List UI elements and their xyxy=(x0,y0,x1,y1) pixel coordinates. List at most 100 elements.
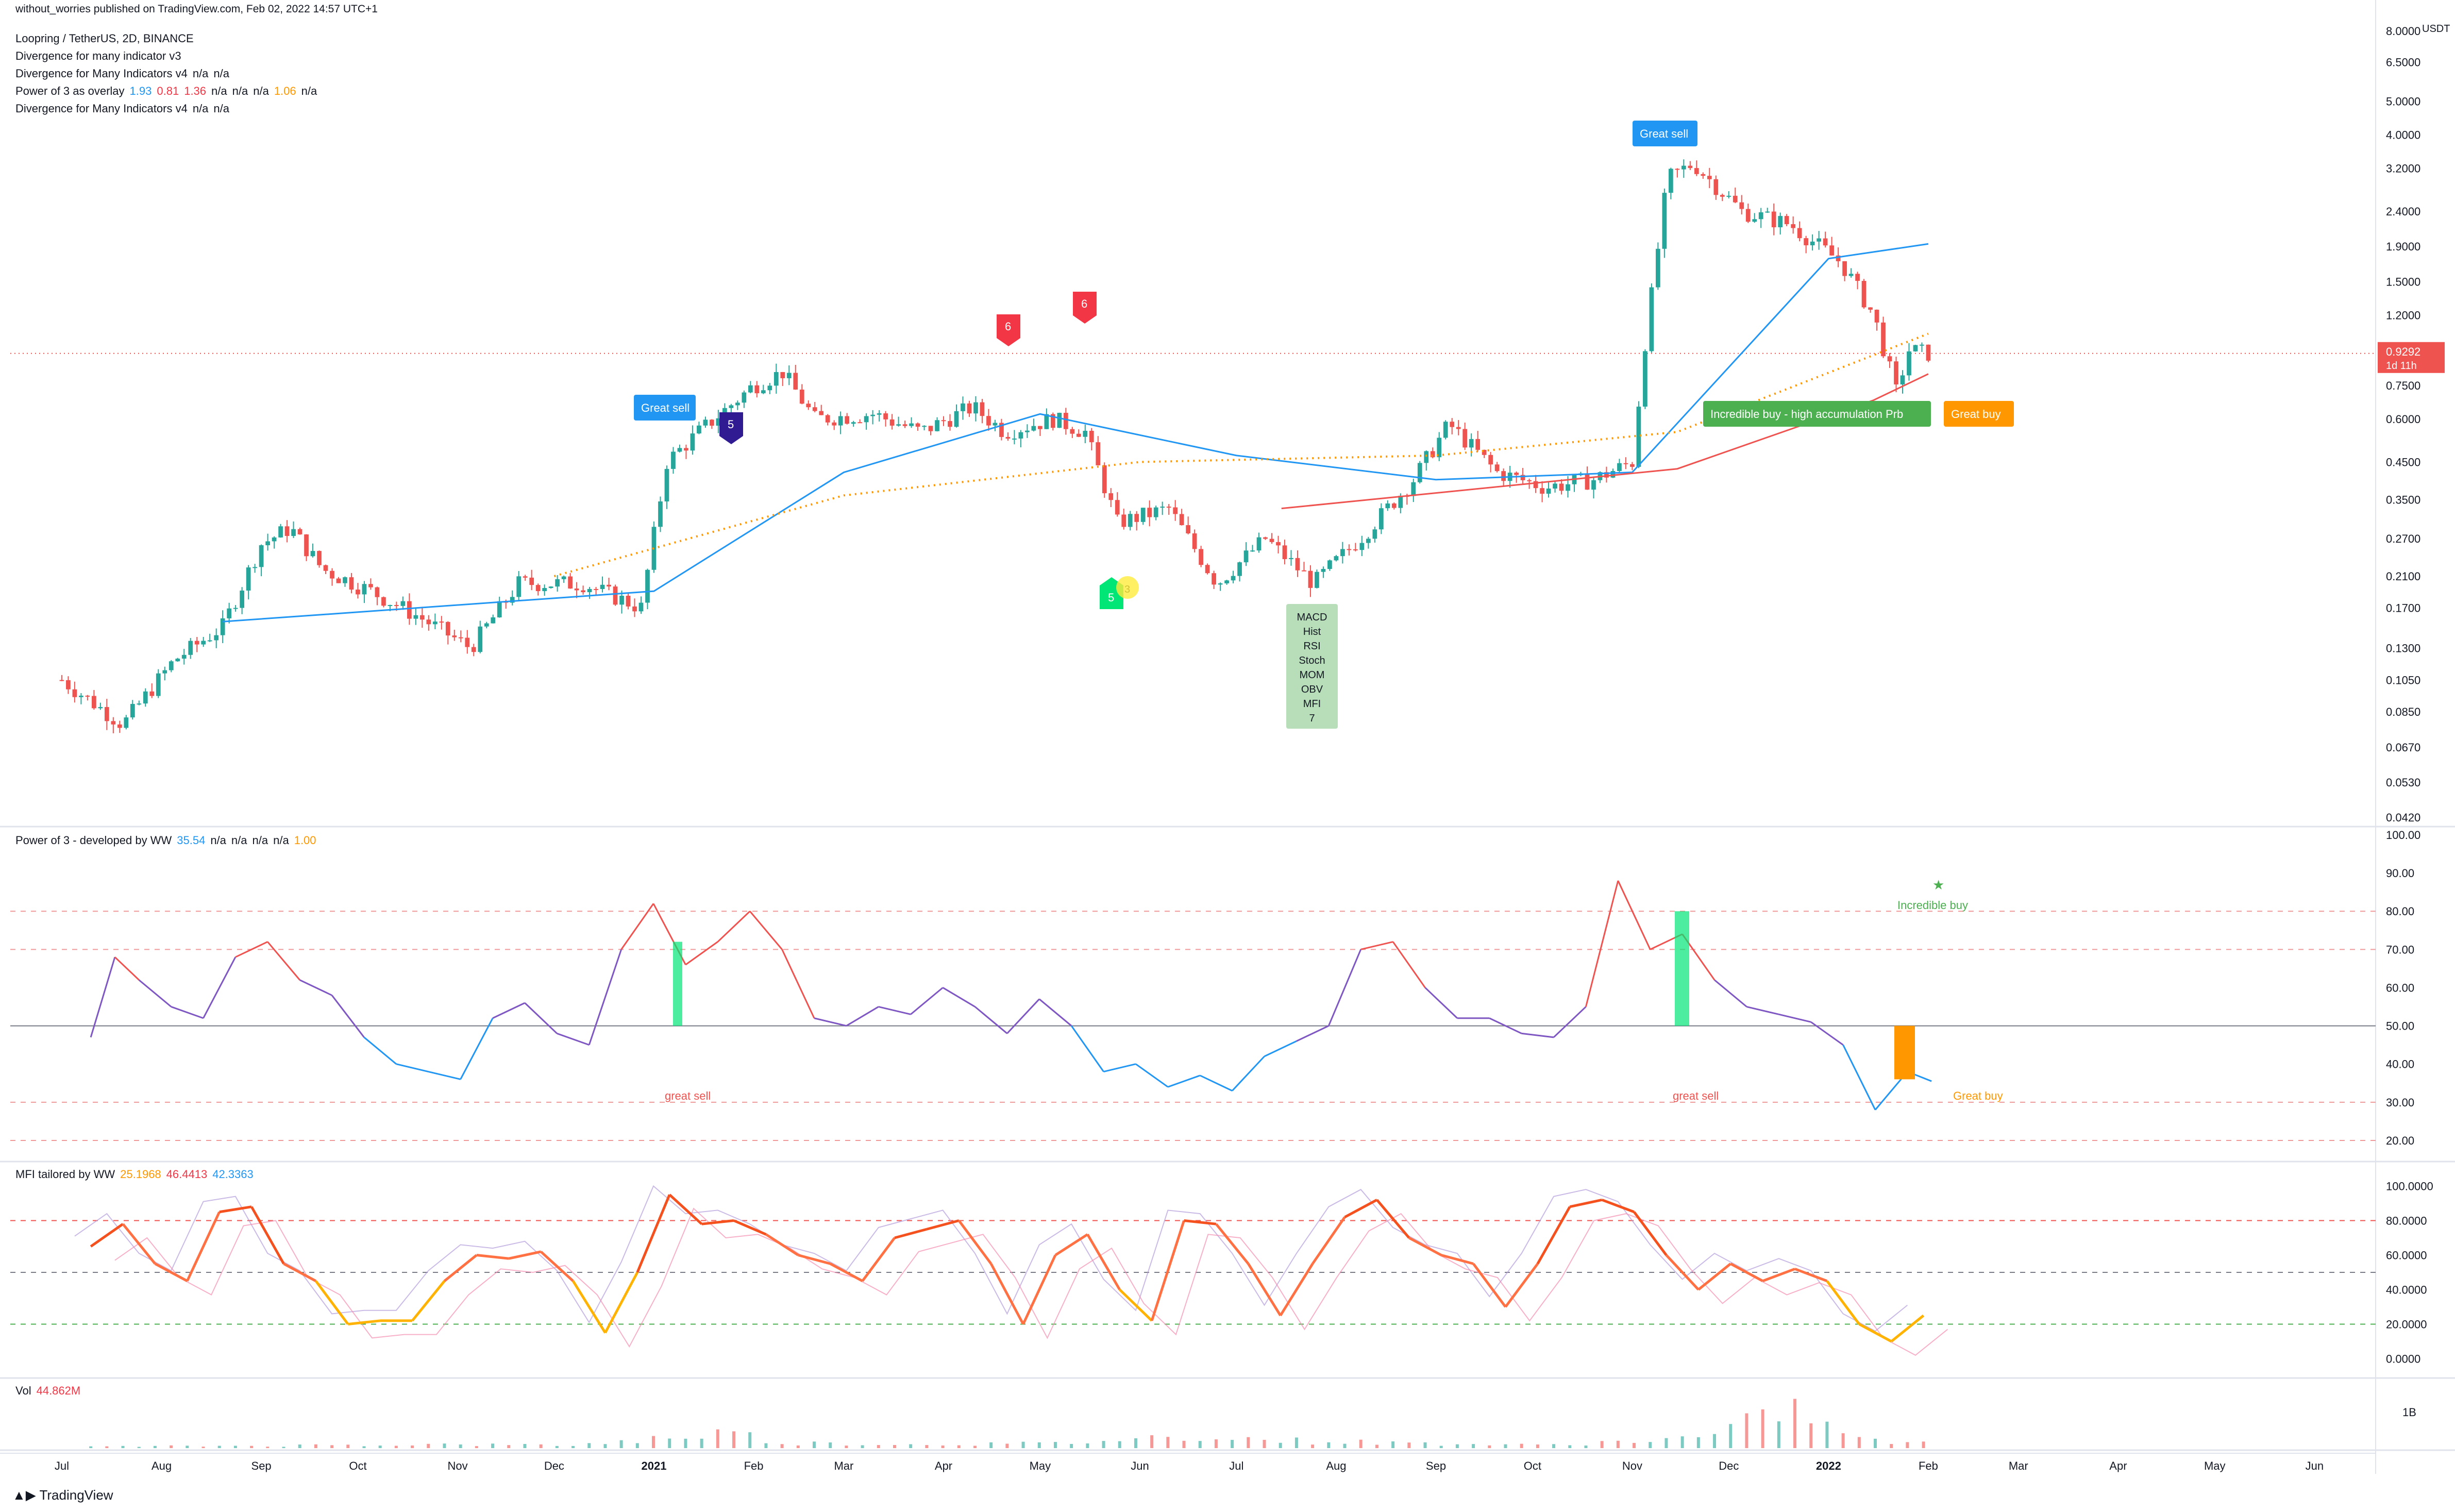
indicator-line[interactable]: Divergence for Many Indicators v4 n/a n/a xyxy=(15,67,234,80)
volume-bar xyxy=(186,1446,189,1448)
volume-bar xyxy=(1311,1444,1315,1448)
candle-body xyxy=(143,691,148,704)
power-line-seg xyxy=(1167,1074,1201,1088)
candle-body xyxy=(748,385,753,393)
candle-body xyxy=(1398,495,1403,508)
power-line-seg xyxy=(203,956,237,1019)
volume-bar xyxy=(1841,1433,1845,1448)
power-bar-green xyxy=(673,942,682,1026)
price-tick: 0.3500 xyxy=(2386,494,2420,507)
candle-body xyxy=(1662,193,1667,249)
mfi-line-seg xyxy=(508,1250,542,1260)
indicator-value: n/a xyxy=(273,834,289,847)
candle-body xyxy=(240,590,245,608)
power-tick: 70.00 xyxy=(2386,943,2414,956)
candle-body xyxy=(954,411,959,427)
power-line-seg xyxy=(942,987,976,1007)
candle-body xyxy=(909,423,914,426)
tradingview-logo[interactable]: ▲▶ TradingView xyxy=(12,1487,113,1503)
candle-body xyxy=(1199,549,1203,565)
power-line-seg xyxy=(1714,979,1747,1007)
marker-5b: 5 xyxy=(1108,591,1114,604)
candle-body xyxy=(1894,361,1898,384)
mfi-line-seg xyxy=(1150,1220,1185,1321)
candle-body xyxy=(690,433,695,451)
power-tick: 90.00 xyxy=(2386,867,2414,880)
candle-body xyxy=(1289,558,1293,559)
candle-body xyxy=(1334,556,1339,561)
candle-body xyxy=(1713,179,1719,195)
volume-bar xyxy=(539,1444,543,1448)
candle-body xyxy=(1630,464,1635,467)
candle-body xyxy=(1469,439,1474,448)
marker-6-flag xyxy=(997,314,1020,338)
volume-bar xyxy=(829,1442,832,1448)
price-tick: 0.0670 xyxy=(2386,741,2420,754)
vol-pane-title[interactable]: Vol 44.862M xyxy=(15,1384,81,1397)
volume-bar xyxy=(973,1446,977,1448)
symbol-title[interactable]: Loopring / TetherUS, 2D, BINANCE xyxy=(15,32,194,45)
volume-bar xyxy=(700,1438,703,1448)
countdown: 1d 11h xyxy=(2386,360,2417,372)
candle-body xyxy=(1752,219,1757,222)
candle-body xyxy=(1861,281,1867,308)
mfi-line-seg xyxy=(701,1219,734,1225)
power-line-seg xyxy=(114,956,140,981)
candle-body xyxy=(1012,438,1017,440)
mfi-pane-title[interactable]: MFI tailored by WW 25.1968 46.4413 42.3363 xyxy=(15,1168,254,1181)
volume-bar xyxy=(1005,1443,1009,1448)
candle-body xyxy=(1810,241,1815,245)
candle-body xyxy=(857,422,863,424)
candle-body xyxy=(516,576,522,597)
mfi-line-seg xyxy=(1247,1263,1282,1317)
mfi-line-seg xyxy=(1697,1263,1731,1291)
volume-bar xyxy=(1182,1440,1186,1448)
volume-bar xyxy=(1793,1399,1797,1448)
candle-body xyxy=(1005,436,1011,439)
candle-body xyxy=(175,659,180,662)
candle-body xyxy=(181,654,187,659)
price-tick: 0.4500 xyxy=(2386,456,2420,468)
indicator-value: 0.81 xyxy=(157,85,179,97)
volume-bar xyxy=(1021,1441,1025,1448)
candle-body xyxy=(561,576,566,579)
volume-bar xyxy=(1906,1442,1909,1448)
candle-body xyxy=(1656,248,1660,288)
volume-bar xyxy=(427,1443,430,1448)
power-line-seg xyxy=(557,1032,590,1046)
candle-body xyxy=(1269,539,1274,542)
volume-bar xyxy=(1150,1435,1154,1448)
candle-body xyxy=(574,589,579,591)
mfi-line-seg xyxy=(1375,1199,1410,1239)
candle-body xyxy=(1527,480,1532,481)
candle-body xyxy=(1063,413,1068,429)
power-pane-title[interactable]: Power of 3 - developed by WW 35.54 n/a n/a n… xyxy=(15,834,316,847)
divergence-item: RSI xyxy=(1303,641,1320,652)
candle-body xyxy=(349,577,354,590)
power-tick: 50.00 xyxy=(2386,1020,2414,1033)
price-tick: 0.1300 xyxy=(2386,642,2420,654)
power-line-seg xyxy=(1296,1025,1329,1042)
mfi-line-seg xyxy=(989,1263,1024,1325)
volume-bar xyxy=(587,1443,591,1448)
time-tick: Jul xyxy=(1229,1459,1243,1472)
price-tick: 0.2700 xyxy=(2386,532,2420,545)
candle-body xyxy=(510,597,515,603)
power-bar-orange xyxy=(1894,1026,1915,1080)
time-tick: Dec xyxy=(1719,1459,1739,1472)
indicator-line[interactable]: Power of 3 as overlay 1.93 0.81 1.36 n/a n/a n… xyxy=(15,85,322,98)
indicator-line[interactable]: Divergence for Many Indicators v4 n/a n/a xyxy=(15,102,234,115)
volume-bar xyxy=(603,1444,607,1448)
mfi-line-seg xyxy=(1215,1223,1250,1265)
candle-body xyxy=(754,385,760,394)
candle-body xyxy=(1887,356,1892,362)
price-tick: 3.2000 xyxy=(2386,162,2420,175)
volume-bar xyxy=(250,1446,254,1448)
indicator-line[interactable]: Divergence for many indicator v3 xyxy=(15,49,187,63)
volume-bar xyxy=(201,1447,205,1448)
candle-body xyxy=(786,373,792,378)
mfi-line-seg xyxy=(1665,1254,1700,1291)
volume-bar xyxy=(652,1436,655,1448)
candle-body xyxy=(1855,274,1860,281)
